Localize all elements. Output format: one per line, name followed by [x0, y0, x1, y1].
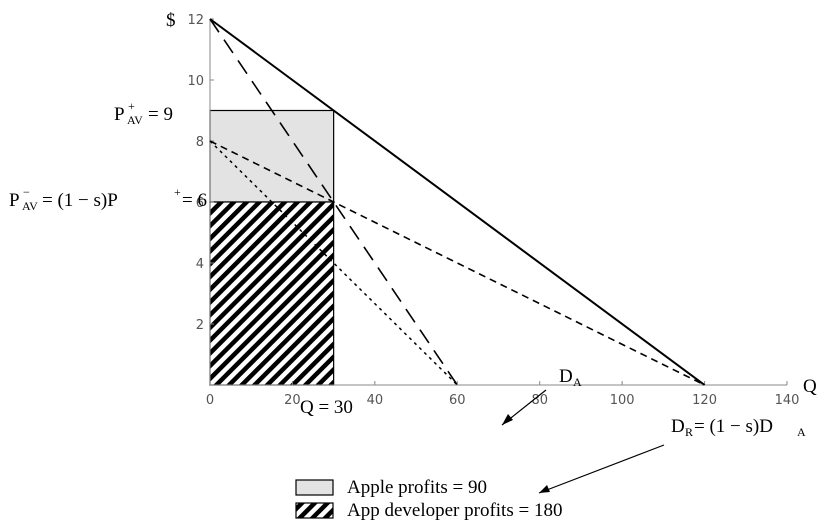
dr-main: D: [671, 416, 685, 437]
marginal-revenue-line-r: [209, 140, 458, 386]
legend-label-apple: Apple profits = 90: [347, 477, 487, 498]
legend-swatch-apple: [295, 479, 334, 496]
y-axis-label: $: [166, 10, 176, 31]
p-minus-label: P − AV = (1 − s)P + = 6: [9, 185, 207, 213]
y-tick-label-1: 4: [196, 257, 204, 272]
x-tick-label-1: 20: [284, 393, 301, 408]
dr-label: D R = (1 − s)D A: [671, 416, 806, 439]
x-axis-label: Q: [803, 376, 817, 397]
dr-sub: R: [685, 425, 693, 439]
p-plus-sub: AV: [127, 113, 143, 127]
developer-profit-region: [209, 201, 335, 386]
p-minus-main: P: [9, 190, 20, 211]
x-tick-label-4: 80: [531, 393, 548, 408]
y-tick-label-3: 8: [196, 135, 204, 150]
da-label: D A: [559, 366, 582, 389]
axis-ticks: 0 20 40 60 80 100 120 140 2 4 6 8 10 12: [187, 13, 799, 408]
p-plus-sup: +: [128, 99, 135, 113]
x-tick-label-6: 120: [692, 393, 717, 408]
y-tick-label-0: 2: [196, 318, 204, 333]
da-main: D: [559, 366, 573, 387]
legend-label-developer: App developer profits = 180: [347, 500, 562, 521]
apple-profit-region: [209, 109, 335, 203]
p-minus-sup: −: [23, 185, 30, 199]
x-tick-label-0: 0: [206, 393, 214, 408]
q-label: Q = 30: [300, 397, 353, 418]
p-minus-sup2: +: [174, 185, 181, 199]
p-minus-rest: = (1 − s)P: [42, 190, 118, 211]
da-sub: A: [573, 375, 582, 389]
p-minus-rest2: = 6: [182, 190, 207, 211]
dr-arrowhead: [539, 485, 550, 493]
y-tick-label-4: 10: [187, 74, 204, 89]
p-minus-sub: AV: [22, 199, 38, 213]
p-plus-rest: = 9: [148, 104, 173, 125]
demand-line-dr: [209, 140, 705, 386]
legend-swatch-developer: [295, 502, 334, 519]
dr-pointer-arrow: [538, 444, 665, 494]
da-arrowhead: [502, 414, 513, 425]
legend: Apple profits = 90 App developer profits…: [295, 477, 562, 521]
y-tick-label-2: 6: [196, 196, 204, 211]
y-tick-label-5: 12: [187, 13, 204, 28]
demand-line-da: [209, 18, 706, 386]
dr-sub2: A: [797, 425, 806, 439]
x-tick-label-7: 140: [775, 393, 800, 408]
dr-rest: = (1 − s)D: [694, 416, 773, 437]
x-tick-label-2: 40: [367, 393, 384, 408]
p-plus-main: P: [114, 104, 125, 125]
p-plus-label: P + AV = 9: [114, 99, 173, 127]
x-tick-label-3: 60: [449, 393, 466, 408]
x-tick-label-5: 100: [610, 393, 635, 408]
